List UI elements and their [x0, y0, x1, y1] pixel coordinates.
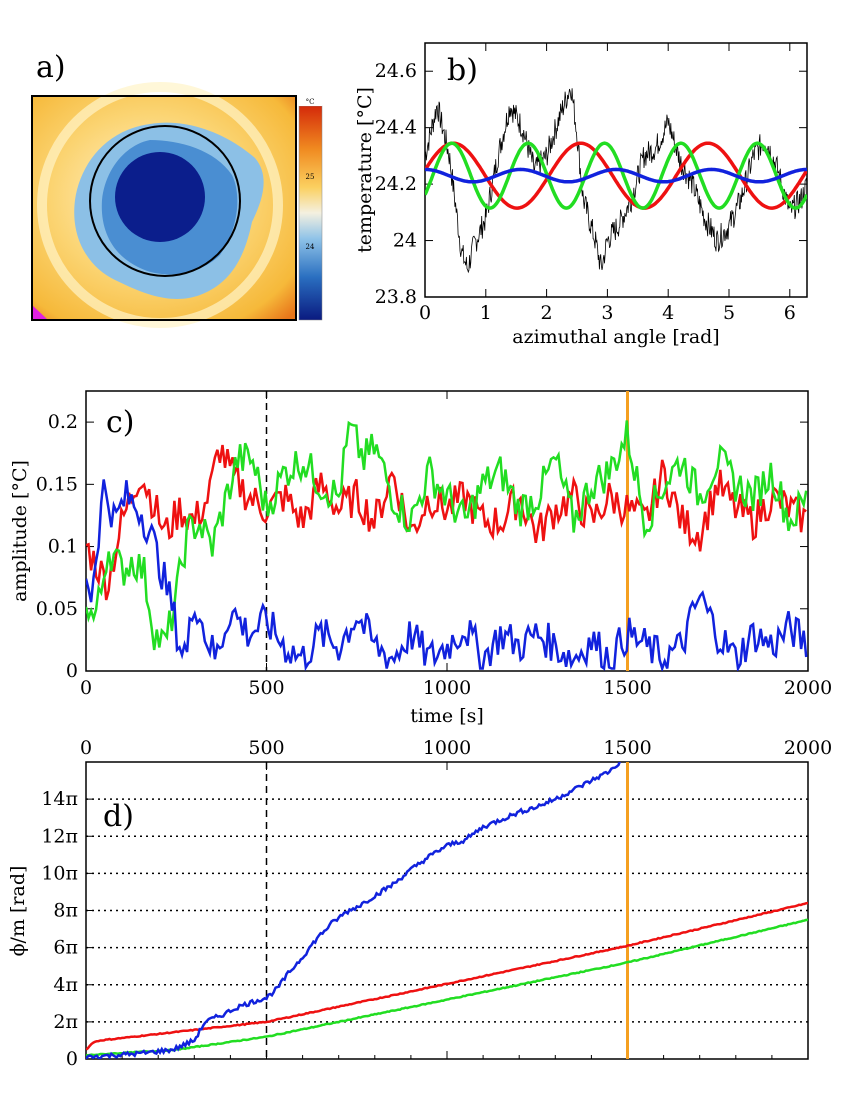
chart-b-xtick-label: 6 — [784, 302, 796, 324]
chart-d-ytick-label: 2π — [53, 1011, 78, 1033]
colorbar-tick-24: 24 — [306, 243, 315, 251]
chart-c-xtick-label: 1500 — [603, 677, 651, 699]
measurement-circle — [89, 125, 241, 277]
thermal-cold-core — [115, 152, 205, 242]
chart-c-ytick-label: 0.05 — [36, 598, 78, 620]
chart-b-xtick-label: 0 — [419, 302, 431, 324]
chart-c: c) time [s] amplitude [°C] 0 500 1000 1500 2… — [9, 390, 832, 727]
chart-d-series-green — [86, 918, 808, 1057]
chart-d-ytick-label: 12π — [41, 825, 78, 847]
chart-d-ytick-label: 0 — [66, 1048, 78, 1070]
colorbar — [298, 105, 323, 321]
chart-b-series-measured — [425, 88, 807, 274]
chart-d-ytick-label: 10π — [41, 862, 78, 884]
chart-d-series-red — [86, 901, 808, 1051]
chart-b-xtick-label: 5 — [723, 302, 735, 324]
chart-d-xtick-label: 2000 — [784, 737, 832, 759]
panel-label-b: b) — [447, 53, 478, 88]
chart-b-xtick-label: 3 — [601, 302, 613, 324]
chart-b-ylabel: temperature [°C] — [354, 87, 376, 253]
thermal-corner-artifact — [32, 305, 48, 320]
chart-c-xtick-label: 2000 — [784, 677, 832, 699]
chart-b-xtick-label: 1 — [480, 302, 492, 324]
chart-c-ylabel: amplitude [°C] — [9, 460, 31, 602]
chart-b-series-blue — [425, 167, 807, 184]
chart-d-ytick-label: 8π — [53, 900, 78, 922]
chart-c-ytick-label: 0.1 — [48, 536, 78, 558]
panel-label-d: d) — [103, 799, 134, 834]
chart-d: d) ϕ/m [rad] 0 500 1000 1500 2000 0 2π 4π 6π 8π 10… — [7, 737, 832, 1070]
chart-c-ytick-label: 0.2 — [48, 411, 78, 433]
chart-c-series-red — [86, 444, 807, 601]
chart-d-series-blue — [86, 762, 621, 1059]
panel-label-c: c) — [106, 405, 135, 440]
chart-b-xtick-label: 4 — [662, 302, 674, 324]
colorbar-header — [299, 96, 322, 106]
chart-b-ytick-label: 23.8 — [375, 286, 417, 308]
chart-b-series-red — [425, 141, 807, 210]
chart-c-series-green — [86, 420, 808, 651]
chart-d-ytick-label: 4π — [53, 974, 78, 996]
chart-c-series-blue — [86, 479, 808, 671]
chart-b-ytick-label: 24.6 — [375, 60, 417, 82]
chart-b: b) azimuthal angle [rad] temperature [°C… — [354, 42, 808, 348]
chart-d-xtick-label: 0 — [80, 737, 92, 759]
chart-c-ytick-label: 0.15 — [36, 473, 78, 495]
chart-b-ytick-label: 24.4 — [375, 117, 417, 139]
chart-d-ytick-label: 14π — [41, 788, 78, 810]
colorbar-unit: °C — [306, 98, 315, 106]
thermal-image-panel: a) °C 25 24 — [31, 50, 323, 328]
chart-c-xtick-label: 1000 — [423, 677, 471, 699]
chart-c-xtick-label: 0 — [80, 677, 92, 699]
panel-label-a: a) — [36, 50, 66, 85]
chart-d-xtick-label: 1000 — [423, 737, 471, 759]
chart-c-xtick-label: 500 — [248, 677, 284, 699]
chart-b-ytick-label: 24 — [393, 230, 417, 252]
chart-c-ytick-label: 0 — [66, 660, 78, 682]
chart-b-ytick-label: 24.2 — [375, 173, 417, 195]
chart-b-xtick-label: 2 — [541, 302, 553, 324]
colorbar-tick-25: 25 — [306, 173, 315, 181]
chart-d-xtick-label: 500 — [248, 737, 284, 759]
chart-d-xtick-label: 1500 — [603, 737, 651, 759]
chart-c-xlabel: time [s] — [410, 705, 484, 727]
thermal-image-frame — [31, 95, 297, 321]
chart-b-series-green — [425, 141, 807, 210]
chart-b-xlabel: azimuthal angle [rad] — [512, 326, 719, 348]
chart-d-ytick-label: 6π — [53, 937, 78, 959]
thermal-ring-highlight — [37, 82, 283, 328]
chart-d-ylabel: ϕ/m [rad] — [7, 866, 29, 957]
